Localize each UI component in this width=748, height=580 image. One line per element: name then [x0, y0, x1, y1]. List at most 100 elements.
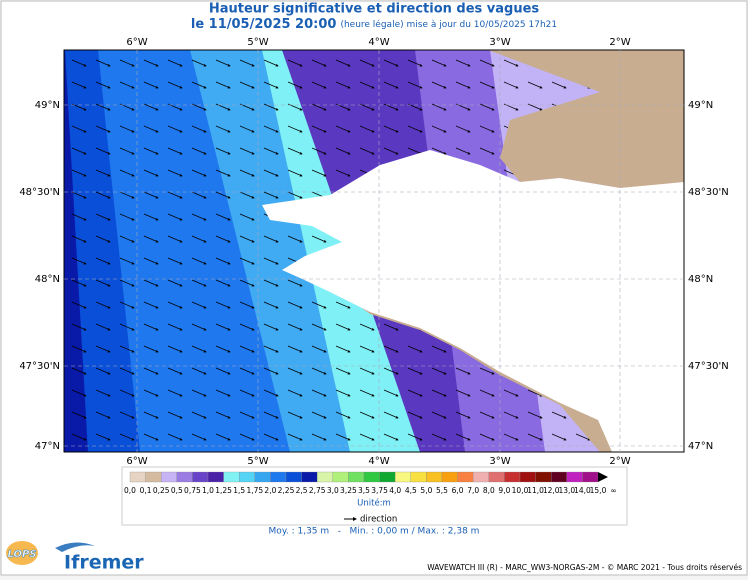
- direction-arrow: [119, 367, 135, 375]
- direction-arrow: [263, 103, 279, 111]
- direction-arrow: [431, 411, 447, 419]
- legend-swatch: [192, 471, 209, 483]
- direction-arrow: [407, 81, 423, 89]
- direction-arrow: [167, 323, 183, 331]
- legend-swatch: [207, 471, 224, 483]
- direction-arrow: [239, 235, 255, 243]
- lon-label-bottom: 5°W: [247, 456, 268, 467]
- direction-arrow: [311, 345, 327, 353]
- direction-arrow: [239, 433, 255, 441]
- legend-label: 0,25: [153, 486, 170, 495]
- direction-arrow: [239, 323, 255, 331]
- legend-label: 5,0: [420, 486, 432, 495]
- legend-swatch: [395, 471, 411, 483]
- direction-arrow: [167, 411, 183, 419]
- legend-swatch: [535, 471, 552, 483]
- direction-arrow: [431, 59, 447, 67]
- direction-arrow: [71, 257, 87, 265]
- direction-arrow: [191, 411, 207, 419]
- direction-arrow: [215, 433, 231, 441]
- direction-arrow: [311, 367, 327, 375]
- direction-arrow: [263, 389, 279, 397]
- direction-arrow: [71, 81, 87, 89]
- direction-arrow: [143, 59, 159, 67]
- legend-label: 0,1: [140, 486, 152, 495]
- direction-arrow: [287, 59, 303, 67]
- lat-label-right: 48°N: [688, 274, 713, 285]
- direction-arrow: [359, 103, 375, 111]
- legend-label: 1,5: [233, 486, 245, 495]
- direction-label: direction: [360, 515, 397, 525]
- direction-arrow: [143, 125, 159, 133]
- direction-arrow: [383, 147, 399, 155]
- direction-arrow: [191, 147, 207, 155]
- lon-label-bottom: 6°W: [126, 456, 147, 467]
- direction-arrow: [215, 81, 231, 89]
- direction-arrow: [527, 411, 543, 419]
- direction-arrow: [215, 323, 231, 331]
- direction-arrow: [311, 103, 327, 111]
- direction-arrow: [215, 411, 231, 419]
- direction-arrow: [239, 345, 255, 353]
- direction-arrow: [239, 169, 255, 177]
- direction-arrow: [143, 345, 159, 353]
- direction-arrow: [95, 411, 111, 419]
- direction-arrow: [575, 433, 591, 441]
- direction-arrow: [287, 235, 303, 243]
- direction-arrow: [263, 433, 279, 441]
- direction-arrow: [287, 367, 303, 375]
- direction-arrow: [407, 345, 423, 353]
- legend-label: 0,0: [124, 486, 136, 495]
- direction-arrow: [455, 81, 471, 89]
- direction-arrow: [527, 103, 543, 111]
- direction-arrow: [311, 169, 327, 177]
- unit: Unité:m: [357, 498, 391, 509]
- direction-arrow: [71, 59, 87, 67]
- direction-arrow: [431, 433, 447, 441]
- legend-swatch: [426, 471, 443, 483]
- direction-arrow: [143, 81, 159, 89]
- direction-arrow: [191, 345, 207, 353]
- direction-arrow: [95, 169, 111, 177]
- direction-arrow: [119, 389, 135, 397]
- direction-arrow: [479, 103, 495, 111]
- direction-arrow: [335, 169, 351, 177]
- direction-arrow: [263, 411, 279, 419]
- direction-arrow: [191, 279, 207, 287]
- direction-arrow: [359, 125, 375, 133]
- direction-arrow: [119, 323, 135, 331]
- direction-arrow: [119, 191, 135, 199]
- legend-label: 1,75: [246, 486, 263, 495]
- lat-label-left: 47°N: [35, 441, 60, 452]
- direction-arrow: [287, 411, 303, 419]
- direction-arrow: [263, 367, 279, 375]
- direction-arrow: [311, 411, 327, 419]
- update: (heure légale) mise à jour du 10/05/2025…: [340, 19, 557, 30]
- legend-swatch: [379, 471, 396, 483]
- direction-arrow: [335, 389, 351, 397]
- legend-label: 3,75: [371, 486, 388, 495]
- direction-arrow: [167, 389, 183, 397]
- direction-arrow: [263, 301, 279, 309]
- direction-arrow: [335, 81, 351, 89]
- direction-arrow: [95, 59, 111, 67]
- legend-swatch: [551, 471, 567, 483]
- legend-swatch: [161, 471, 177, 483]
- direction-arrow: [167, 345, 183, 353]
- direction-arrow: [263, 279, 279, 287]
- direction-arrow: [71, 279, 87, 287]
- lon-label-top: 5°W: [247, 37, 268, 48]
- direction-arrow: [167, 301, 183, 309]
- direction-arrow: [215, 235, 231, 243]
- legend-label: 7,0: [467, 486, 479, 495]
- legend-label: 2,0: [264, 486, 276, 495]
- direction-arrow: [239, 191, 255, 199]
- direction-arrow: [191, 59, 207, 67]
- direction-arrow: [263, 235, 279, 243]
- legend-label: 2,5: [296, 486, 308, 495]
- direction-arrow: [287, 389, 303, 397]
- direction-arrow: [119, 345, 135, 353]
- direction-arrow: [359, 323, 375, 331]
- direction-arrow: [71, 191, 87, 199]
- lat-label-right: 49°N: [688, 100, 713, 111]
